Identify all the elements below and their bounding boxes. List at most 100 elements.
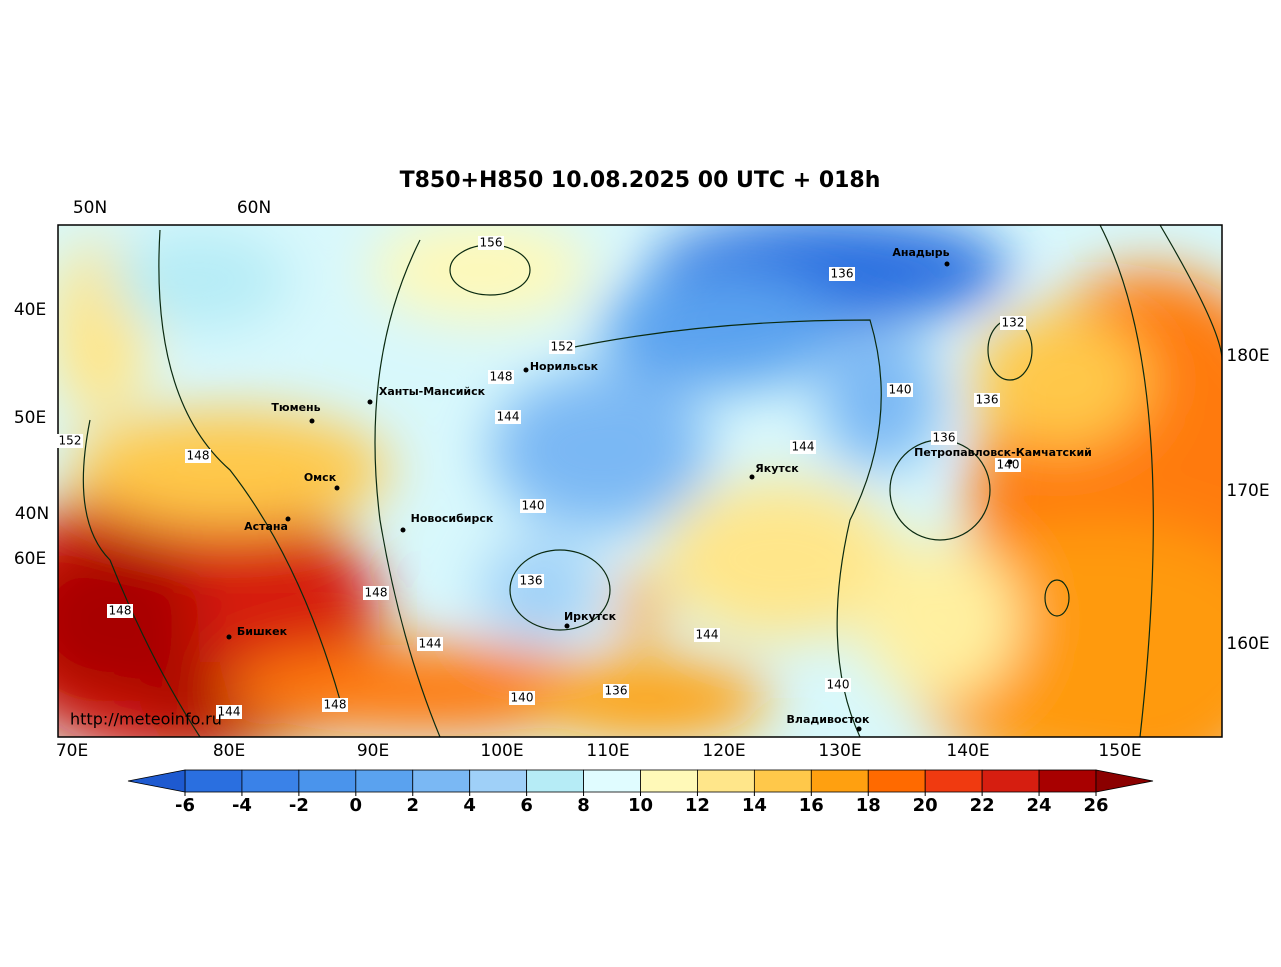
contour-label: 152 [59,434,82,448]
contour-label-box [931,431,957,445]
contour-label: 136 [831,267,854,281]
contour-label: 144 [497,410,520,424]
colorbar-tick-label: 14 [742,795,767,816]
contour-label-box [974,393,1000,407]
city-name: Бишкек [237,625,288,638]
colorbar-over [1095,769,1154,793]
contour-label: 148 [365,586,388,600]
contour-label: 136 [605,684,628,698]
city-dot [1007,459,1013,465]
city-dot [285,516,291,522]
grid-label: 120E [702,741,745,761]
colorbar-segment [867,769,926,793]
contour-label-box [825,678,851,692]
grid-label: 40E [14,300,46,320]
city-dot [523,367,529,373]
contour-label: 140 [522,499,545,513]
colorbar-segment [924,769,983,793]
grid-label: 160E [1226,634,1269,654]
grid-label: 40N [15,504,49,524]
grid-label: 50N [73,198,107,218]
contour-label: 136 [933,431,956,445]
colorbar-segment [697,769,755,793]
contour-label: 148 [187,449,210,463]
colorbar-tick-label: 16 [799,795,824,816]
colorbar-segment [526,769,584,793]
grid-label: 60E [14,549,46,569]
contour-label-box [185,449,211,463]
colorbar-tick-label: 24 [1027,795,1052,816]
grid-label: 130E [818,741,861,761]
contour-label: 156 [480,236,503,250]
city-dot [309,418,315,424]
city-name: Иркутск [564,610,617,623]
contour-label: 148 [109,604,132,618]
contour-label: 132 [1002,316,1025,330]
city-name: Ханты-Мансийск [379,385,486,398]
contour-label-box [417,637,443,651]
city-name: Тюмень [271,401,320,414]
contour-label: 144 [218,705,241,719]
colorbar-under [127,769,186,793]
contour-label: 144 [696,628,719,642]
contour-label-box [518,574,544,588]
contour-label-box [887,383,913,397]
colorbar-segment [1038,769,1097,793]
contour-label-box [488,370,514,384]
contour-label-box [57,434,83,448]
city-dot [334,485,340,491]
colorbar-segment [753,769,812,793]
colorbar-tick-label: 12 [685,795,710,816]
city-dot [749,474,755,480]
contour-label-box [363,586,389,600]
grid-label: 170E [1226,481,1269,501]
city-dot [856,726,862,732]
temperature-field [58,225,1222,737]
contour-label-box [509,691,535,705]
contour-label-box [478,236,504,250]
contour-label-box [495,410,521,424]
grid-label: 150E [1098,741,1141,761]
contour-label: 148 [490,370,513,384]
contour-label: 136 [976,393,999,407]
city-name: Владивосток [787,713,870,726]
city-name: Астана [244,520,288,533]
contour-label-box [995,458,1021,472]
city-dot [226,634,232,640]
contour-label-box [1000,316,1026,330]
grid-label: 50E [14,408,46,428]
colorbar-segment [298,769,357,793]
contour-label: 152 [551,340,574,354]
contour-label-box [790,440,816,454]
colorbar-tick-label: 8 [577,795,590,816]
colorbar-tick-label: -2 [289,795,309,816]
colorbar-segment [583,769,641,793]
colorbar-segment [640,769,698,793]
contour-label: 140 [997,458,1020,472]
colorbar-segment [355,769,414,793]
contour-label: 140 [889,383,912,397]
colorbar-tick-label: 4 [463,795,476,816]
colorbar-tick-label: 6 [520,795,533,816]
contour-label-box [107,604,133,618]
colorbar-tick-label: 2 [406,795,419,816]
grid-label: 100E [480,741,523,761]
city-name: Петропавловск-Камчатский [914,446,1092,459]
city-name: Якутск [755,462,799,475]
colorbar-tick-label: 20 [913,795,938,816]
contour-label-box [520,499,546,513]
colorbar-tick-label: 26 [1083,795,1108,816]
contour-label: 136 [520,574,543,588]
contour-label: 140 [511,691,534,705]
colorbar-segment [981,769,1040,793]
map-frame [57,224,1223,738]
colorbar-tick-label: 18 [856,795,881,816]
city-name: Анадырь [892,246,949,259]
colorbar-tick-label: -4 [232,795,252,816]
colorbar-tick-label: -6 [175,795,195,816]
grid-label: 70E [56,741,88,761]
contour-label: 144 [419,637,442,651]
colorbar-tick-label: 0 [350,795,363,816]
colorbar-segment [241,769,300,793]
